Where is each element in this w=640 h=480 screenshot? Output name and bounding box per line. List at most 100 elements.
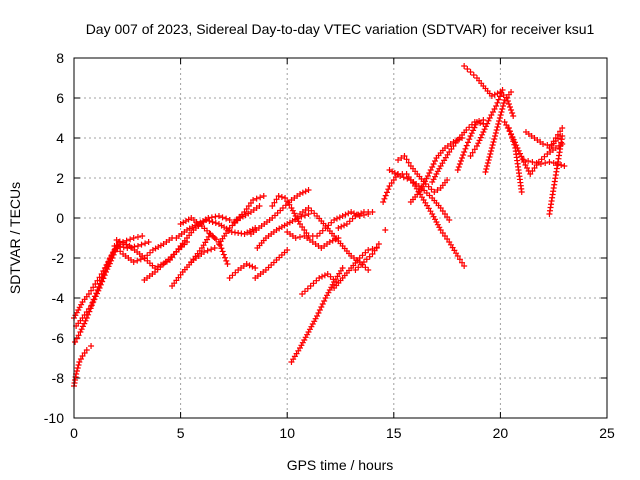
data-point xyxy=(130,259,137,265)
data-point xyxy=(491,91,498,98)
data-point xyxy=(506,104,513,110)
series-s20 xyxy=(288,265,346,365)
data-point xyxy=(224,261,231,267)
data-point xyxy=(444,177,451,183)
data-point xyxy=(430,161,437,167)
data-point xyxy=(352,213,359,219)
data-point xyxy=(505,101,512,107)
data-point xyxy=(321,272,328,279)
data-point xyxy=(327,273,334,280)
data-point xyxy=(510,138,517,145)
data-point xyxy=(499,106,506,112)
x-tick-label: 10 xyxy=(279,425,295,441)
data-point xyxy=(333,215,340,222)
data-point xyxy=(134,234,141,240)
data-point xyxy=(540,141,547,147)
data-point xyxy=(489,142,496,148)
data-point xyxy=(499,87,506,93)
data-point xyxy=(201,249,208,255)
data-points xyxy=(71,63,568,389)
data-point xyxy=(538,156,545,163)
data-point xyxy=(99,274,106,281)
data-point xyxy=(226,275,233,281)
data-point xyxy=(88,343,95,349)
data-point xyxy=(369,209,376,215)
data-point xyxy=(229,272,236,279)
data-point xyxy=(497,112,504,118)
data-point xyxy=(91,293,98,300)
data-point xyxy=(541,153,548,160)
data-point xyxy=(209,219,216,225)
data-point xyxy=(74,365,81,371)
series-s19 xyxy=(284,229,342,251)
data-point xyxy=(481,126,488,133)
data-point xyxy=(250,197,257,203)
data-point xyxy=(73,335,80,342)
data-point xyxy=(304,285,311,292)
data-point xyxy=(103,264,110,271)
data-point xyxy=(147,249,154,256)
series-s22 xyxy=(299,271,340,297)
grid-lines xyxy=(74,58,607,418)
data-point xyxy=(316,275,323,281)
data-point xyxy=(401,153,408,159)
data-point xyxy=(88,303,95,309)
data-point xyxy=(134,257,141,264)
data-point xyxy=(500,103,507,109)
data-point xyxy=(404,175,411,182)
data-point xyxy=(94,287,101,293)
data-point xyxy=(468,130,475,137)
data-point xyxy=(487,151,494,157)
data-point xyxy=(546,159,553,165)
data-point xyxy=(243,261,250,267)
data-point xyxy=(223,257,230,264)
data-point xyxy=(496,118,503,124)
data-point xyxy=(473,119,480,125)
data-point xyxy=(537,161,544,167)
data-point xyxy=(485,117,492,124)
data-point xyxy=(305,205,312,211)
data-point xyxy=(466,124,473,131)
data-point xyxy=(220,251,227,258)
data-point xyxy=(206,218,213,224)
data-point xyxy=(308,207,315,214)
data-point xyxy=(356,255,363,261)
data-point xyxy=(488,148,495,154)
data-point xyxy=(330,276,337,283)
data-point xyxy=(113,237,120,243)
data-point xyxy=(313,277,320,284)
data-point xyxy=(213,236,220,243)
series-s17 xyxy=(252,247,291,281)
x-tick-label: 0 xyxy=(70,425,78,441)
data-point xyxy=(495,96,502,103)
series-s37 xyxy=(505,125,525,195)
data-point xyxy=(362,249,369,256)
y-tick-label: 6 xyxy=(56,90,64,106)
data-point xyxy=(400,174,407,181)
data-point xyxy=(352,267,359,273)
series-s14 xyxy=(226,261,259,281)
data-point xyxy=(381,195,388,202)
data-point xyxy=(559,133,566,139)
data-point xyxy=(395,157,402,163)
data-point xyxy=(508,89,515,95)
data-point xyxy=(83,347,90,353)
series-s09 xyxy=(169,245,218,289)
data-point xyxy=(455,164,462,170)
data-point xyxy=(223,215,230,222)
data-point xyxy=(207,231,214,237)
data-point xyxy=(456,161,463,167)
data-point xyxy=(90,284,97,291)
data-point xyxy=(123,241,130,248)
data-point xyxy=(85,291,92,297)
data-point xyxy=(75,332,82,339)
x-axis-label: GPS time / hours xyxy=(287,457,394,473)
data-point xyxy=(504,98,511,104)
data-point xyxy=(550,138,557,145)
data-point xyxy=(494,124,501,130)
data-point xyxy=(222,254,229,261)
series-s34 xyxy=(467,87,506,159)
data-point xyxy=(462,145,469,152)
data-point xyxy=(134,243,141,249)
data-point xyxy=(82,317,89,324)
